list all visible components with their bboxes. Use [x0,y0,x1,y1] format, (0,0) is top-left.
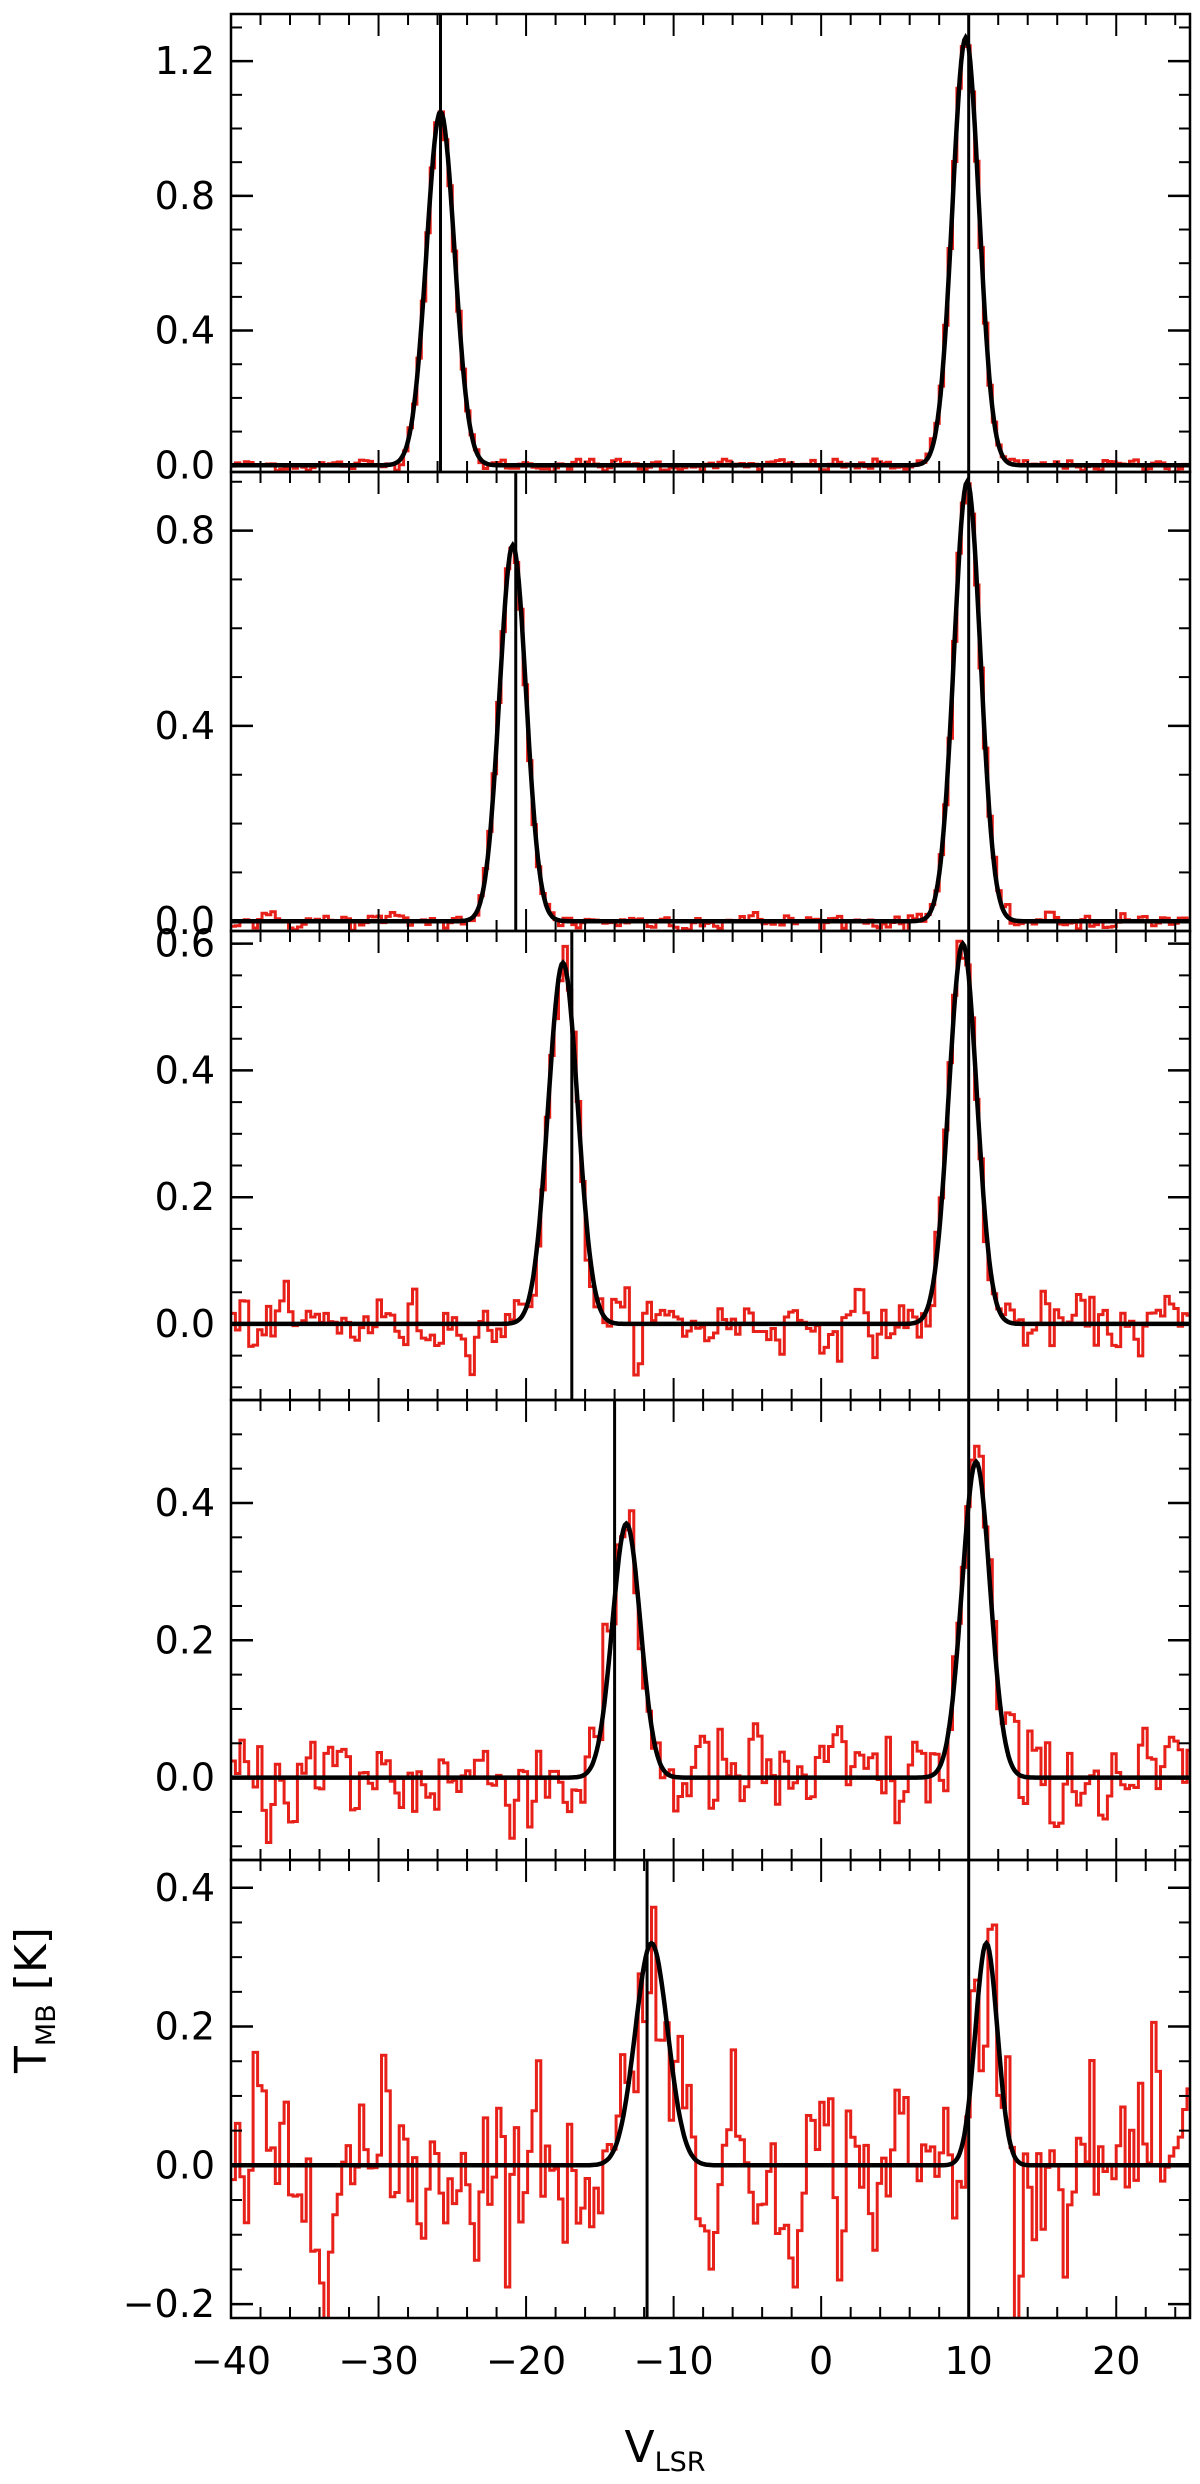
panel-4: 0.0 0.2 0.4 [155,1398,1192,1862]
panel-frame [229,470,1192,933]
panel-frame [229,1858,1192,2320]
observed-spectrum [231,482,1190,931]
gaussian-fit [231,939,1190,1327]
y-tick-label: 0.4 [155,1481,215,1525]
y-tick-label: 0.0 [155,2143,215,2187]
observed-spectrum [231,44,1190,472]
panel-frame [229,929,1192,1402]
observed-spectrum [231,1444,1190,1844]
panel-1: 0.0 0.4 0.8 1.2 [155,12,1192,487]
y-tick-label: 0.8 [155,174,215,218]
panel-5: −0.2 0.0 0.2 0.4 [123,1858,1192,2326]
y-tick-label: 0.0 [155,899,215,943]
y-tick-label: 0.0 [155,443,215,487]
panel-2: 0.0 0.4 0.8 [155,470,1192,943]
x-tick-label: −20 [486,2339,566,2383]
y-tick-label: 0.4 [155,1866,215,1910]
observed-spectrum [231,939,1190,1377]
y-tick-label: 0.2 [155,1175,215,1219]
gaussian-fit [231,1458,1190,1780]
observed-spectrum [231,1905,1190,2318]
y-tick-label: 0.2 [155,2005,215,2049]
x-tick-label: 10 [945,2339,993,2383]
y-tick-label: 1.2 [155,39,215,83]
y-tick-label: −0.2 [123,2282,215,2326]
y-tick-label: 0.0 [155,1302,215,1346]
x-tick-label: −10 [634,2339,714,2383]
y-tick-label: 0.4 [155,704,215,748]
x-axis-title: VLSR [624,2422,705,2478]
panel-frame [229,12,1192,474]
y-tick-label: 0.8 [155,509,215,553]
panel-3: 0.0 0.2 0.4 0.6 [155,922,1192,1402]
x-tick-label: 20 [1092,2339,1140,2383]
y-tick-label: 0.0 [155,1756,215,1800]
x-tick-label: −30 [338,2339,418,2383]
y-tick-label: 0.6 [155,922,215,966]
y-tick-label: 0.4 [155,1048,215,1092]
panels-group: 0.00.40.81.20.00.40.80.00.20.40.60.00.20… [123,12,1192,2383]
y-tick-label: 0.2 [155,1618,215,1662]
gaussian-fit [231,32,1190,468]
x-tick-label: −40 [191,2339,271,2383]
y-axis-title: TMB[K] [6,1927,62,2074]
x-tick-label: 0 [809,2339,833,2383]
y-tick-label: 0.4 [155,309,215,353]
gaussian-fit [231,477,1190,924]
gaussian-fit [231,1939,1190,2168]
